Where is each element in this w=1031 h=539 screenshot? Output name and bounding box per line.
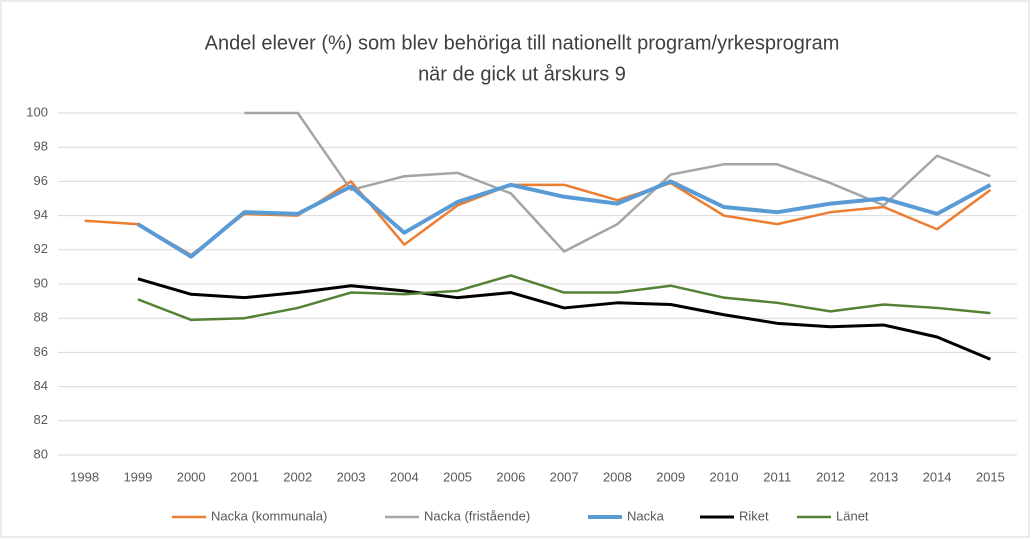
chart-title: Andel elever (%) som blev behöriga till … <box>205 32 840 54</box>
series-line <box>137 277 991 361</box>
y-tick-label: 86 <box>34 344 48 359</box>
x-tick-label: 1999 <box>123 469 152 484</box>
y-tick-label: 98 <box>34 139 48 154</box>
legend-label: Nacka (kommunala) <box>211 508 327 523</box>
y-tick-label: 94 <box>34 207 48 222</box>
legend-label: Länet <box>836 508 869 523</box>
x-tick-label: 2012 <box>816 469 845 484</box>
x-tick-label: 2014 <box>923 469 952 484</box>
y-tick-label: 100 <box>26 104 48 119</box>
legend-label: Riket <box>739 508 769 523</box>
series-line <box>137 274 991 322</box>
x-tick-label: 2008 <box>603 469 632 484</box>
x-tick-label: 2015 <box>976 469 1005 484</box>
x-tick-label: 2000 <box>177 469 206 484</box>
x-tick-label: 2002 <box>283 469 312 484</box>
legend-label: Nacka (fristående) <box>424 508 530 523</box>
x-tick-label: 2010 <box>710 469 739 484</box>
series-line <box>244 111 991 253</box>
y-tick-label: 92 <box>34 241 48 256</box>
x-tick-label: 2001 <box>230 469 259 484</box>
x-tick-label: 2004 <box>390 469 419 484</box>
chart-title: när de gick ut årskurs 9 <box>418 63 626 85</box>
y-tick-label: 82 <box>34 412 48 427</box>
x-tick-label: 2003 <box>337 469 366 484</box>
y-tick-label: 96 <box>34 173 48 188</box>
series-line <box>136 179 992 259</box>
x-tick-label: 2005 <box>443 469 472 484</box>
x-tick-label: 2009 <box>656 469 685 484</box>
y-tick-label: 88 <box>34 310 48 325</box>
y-tick-label: 84 <box>34 378 48 393</box>
x-tick-label: 2007 <box>550 469 579 484</box>
x-tick-label: 1998 <box>70 469 99 484</box>
y-tick-label: 90 <box>34 275 48 290</box>
legend-label: Nacka <box>627 508 665 523</box>
x-tick-label: 2013 <box>869 469 898 484</box>
y-tick-label: 80 <box>34 446 48 461</box>
x-tick-label: 2006 <box>496 469 525 484</box>
x-tick-label: 2011 <box>763 469 791 484</box>
